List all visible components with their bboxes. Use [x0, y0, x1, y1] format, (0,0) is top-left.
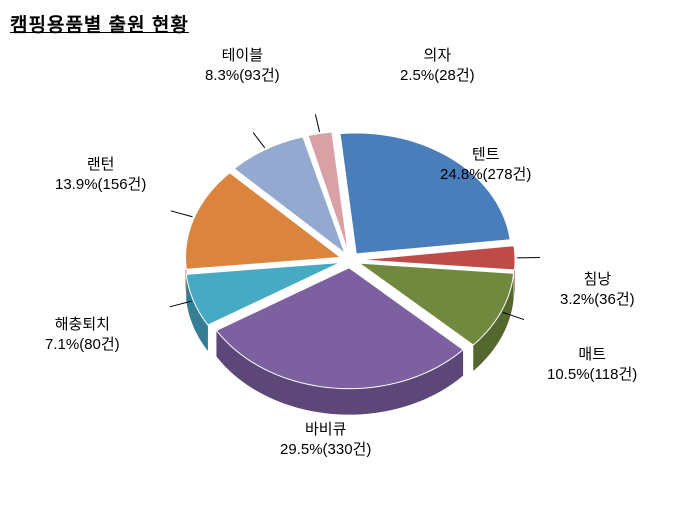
pie-chart: 의자 2.5%(28건) 텐트 24.8%(278건) 침낭 3.2%(36건) 매트 10.… — [0, 40, 700, 516]
slice-name: 해충퇴치 — [55, 316, 110, 333]
slice-percent: 13.9%(156건) — [55, 175, 146, 195]
slice-label: 랜턴 13.9%(156건) — [55, 155, 146, 194]
slice-name: 랜턴 — [87, 156, 115, 173]
slice-percent: 10.5%(118건) — [547, 365, 637, 385]
chart-title: 캠핑용품별 출원 현황 — [10, 10, 189, 37]
slice-label: 테이블 8.3%(93건) — [205, 46, 280, 85]
slice-percent: 7.1%(80건) — [45, 335, 120, 355]
slice-percent: 3.2%(36건) — [560, 290, 635, 310]
slice-label: 매트 10.5%(118건) — [547, 345, 637, 384]
leader-line — [315, 114, 319, 132]
leader-line — [253, 133, 265, 148]
slice-percent: 24.8%(278건) — [440, 165, 531, 185]
slice-name: 바비큐 — [305, 421, 346, 438]
slice-percent: 29.5%(330건) — [280, 440, 371, 460]
slice-name: 침낭 — [584, 271, 612, 288]
slice-name: 테이블 — [222, 47, 263, 64]
slice-name: 의자 — [424, 47, 452, 64]
slice-percent: 2.5%(28건) — [400, 66, 475, 86]
slice-percent: 8.3%(93건) — [205, 66, 280, 86]
leader-line — [171, 211, 193, 217]
slice-label: 침낭 3.2%(36건) — [560, 270, 635, 309]
slice-label: 텐트 24.8%(278건) — [440, 145, 531, 184]
slice-label: 의자 2.5%(28건) — [400, 46, 475, 85]
slice-label: 바비큐 29.5%(330건) — [280, 420, 371, 459]
slice-name: 텐트 — [472, 146, 500, 163]
slice-name: 매트 — [578, 346, 606, 363]
slice-label: 해충퇴치 7.1%(80건) — [45, 315, 120, 354]
